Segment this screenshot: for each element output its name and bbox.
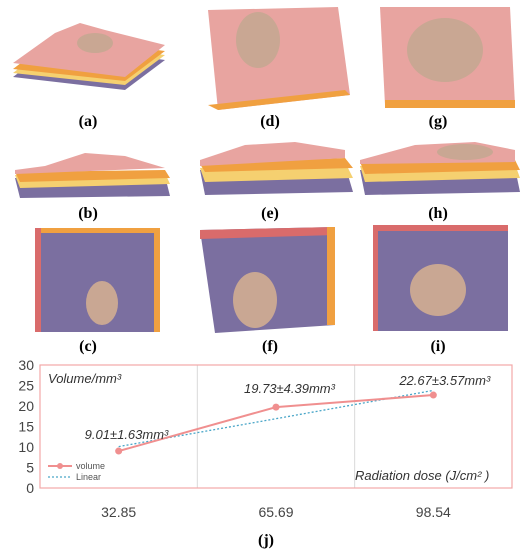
panel-g-image [380, 7, 515, 108]
y-tick-label: 30 [18, 357, 34, 373]
grid [196, 365, 356, 488]
panel-f [195, 225, 340, 335]
panel-label: (f) [262, 338, 278, 355]
panel-label: (g) [428, 113, 448, 130]
y-tick-label: 25 [18, 378, 34, 394]
legend-volume-marker [57, 463, 63, 469]
panel-b-image [15, 153, 170, 198]
panel-g [355, 5, 530, 115]
panel-h [355, 140, 525, 200]
y-tick-label: 0 [26, 480, 34, 496]
y-axis-ticks: 0 5 10 15 20 25 30 [18, 357, 34, 496]
panel-i-image [373, 225, 508, 331]
data-label: 19.73±4.39mm³ [244, 381, 336, 396]
panel-h-image [360, 142, 520, 195]
panel-d-image [208, 7, 350, 110]
panel-a-image [13, 23, 165, 90]
volume-series [115, 391, 437, 455]
x-axis-label: Radiation dose (J/cm² ) [355, 468, 489, 483]
volume-point [429, 391, 437, 399]
panel-b [5, 148, 170, 203]
x-tick-label: 32.85 [101, 504, 136, 520]
panel-e-image [200, 142, 353, 195]
panel-i [368, 222, 513, 334]
volume-point [272, 403, 280, 411]
volume-chart: 0 5 10 15 20 25 30 9.01±1.63mm³ 19.73±4.39mm³ 22… [18, 357, 513, 549]
y-tick-label: 20 [18, 398, 34, 414]
volume-point [115, 447, 123, 455]
panel-f-image [200, 227, 335, 333]
volume-line [118, 394, 434, 453]
panel-a [5, 5, 165, 110]
panel-label: (h) [428, 205, 448, 222]
y-tick-label: 15 [18, 419, 34, 435]
panel-label: (d) [260, 113, 280, 130]
legend: volume Linear [48, 461, 105, 482]
plot-border [39, 364, 513, 489]
data-labels: 9.01±1.63mm³ 19.73±4.39mm³ 22.67±3.57mm³ [85, 373, 491, 442]
data-label: 9.01±1.63mm³ [85, 427, 169, 442]
legend-volume-label: volume [76, 461, 105, 471]
panel-c-image [35, 228, 160, 332]
chart-panel-label: (j) [258, 532, 274, 549]
panel-label: (a) [78, 113, 98, 130]
x-tick-label: 98.54 [416, 504, 451, 520]
panel-d [190, 5, 350, 115]
y-axis-label: Volume/mm³ [48, 371, 122, 386]
panel-e [195, 140, 355, 200]
panel-c [30, 225, 165, 335]
legend-linear-label: Linear [76, 472, 101, 482]
x-axis-ticks: 32.85 65.69 98.54 [101, 504, 451, 520]
panel-label: (e) [261, 205, 279, 222]
panel-label: (c) [79, 338, 97, 355]
y-tick-label: 10 [18, 439, 34, 455]
x-tick-label: 65.69 [258, 504, 293, 520]
panel-label: (b) [78, 205, 98, 222]
panel-label: (i) [430, 338, 446, 355]
data-label: 22.67±3.57mm³ [398, 373, 491, 388]
y-tick-label: 5 [26, 460, 34, 476]
